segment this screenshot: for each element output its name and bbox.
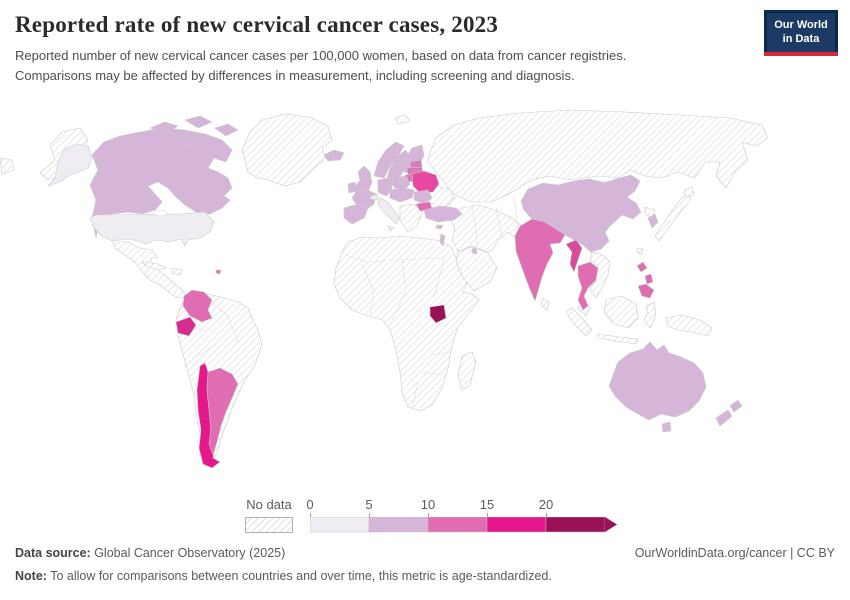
legend-segment-4[interactable]	[486, 517, 547, 533]
legend-segment-2[interactable]	[368, 517, 429, 533]
legend-colorbar-group: 0 5 10 15 20	[306, 497, 620, 533]
footer-note-text: To allow for comparisons between countri…	[46, 569, 552, 583]
country-new-zealand[interactable]	[715, 399, 743, 427]
country-japan-nodata[interactable]	[654, 193, 692, 242]
country-ecuador[interactable]	[175, 316, 197, 337]
legend-tick-mark	[546, 513, 547, 518]
no-data-swatch[interactable]	[245, 517, 293, 533]
country-canada-arctic-islands[interactable]	[149, 115, 239, 147]
country-madagascar-nodata[interactable]	[457, 351, 477, 391]
owid-logo-text: Our World in Data	[767, 13, 835, 52]
country-puerto-rico[interactable]	[215, 269, 222, 275]
legend-segment-3[interactable]	[427, 517, 488, 533]
country-myanmar[interactable]	[565, 239, 583, 273]
asia-internal-borders	[447, 183, 531, 247]
legend-no-data[interactable]: No data	[245, 497, 293, 533]
country-java-nodata[interactable]	[597, 333, 639, 345]
world-map-svg	[0, 109, 769, 469]
legend-tick-mark	[487, 513, 488, 518]
logo-line-1: Our World	[774, 19, 828, 31]
country-australia[interactable]	[608, 341, 707, 421]
owid-logo-red-bar	[764, 51, 838, 56]
footer-source-label: Data source:	[15, 546, 91, 560]
country-cyprus[interactable]	[435, 224, 444, 230]
country-iceland[interactable]	[323, 149, 345, 162]
chart-header: Reported rate of new cervical cancer cas…	[15, 12, 755, 85]
legend-tick-label-5: 5	[365, 497, 373, 512]
country-greenland-nodata[interactable]	[241, 113, 333, 187]
country-south-korea[interactable]	[647, 213, 659, 229]
country-poland[interactable]	[391, 175, 411, 191]
footer-note-label: Note:	[15, 569, 47, 583]
country-svalbard-nodata[interactable]	[394, 114, 411, 125]
legend-segment-5[interactable]	[545, 517, 606, 533]
country-usa[interactable]	[89, 211, 215, 247]
country-italy[interactable]	[377, 197, 401, 232]
footer: Data source: Global Cancer Observatory (…	[15, 546, 835, 560]
world-map	[0, 100, 850, 490]
country-taiwan-nodata[interactable]	[636, 247, 644, 256]
no-data-label: No data	[246, 497, 292, 512]
country-norway[interactable]	[373, 141, 405, 179]
country-spain-portugal[interactable]	[343, 203, 369, 225]
country-philippines[interactable]	[636, 261, 655, 299]
country-central-europe[interactable]	[389, 187, 415, 203]
region-russia-nodata[interactable]	[427, 109, 769, 203]
country-mexico-central-america-nodata[interactable]	[111, 239, 189, 299]
region-africa-nodata[interactable]	[333, 235, 480, 412]
footer-note: Note: To allow for comparisons between c…	[15, 569, 835, 583]
legend-tick-label-15: 15	[479, 497, 495, 512]
country-germany[interactable]	[377, 177, 393, 197]
country-romania[interactable]	[413, 189, 433, 205]
chart-subtitle: Reported number of new cervical cancer c…	[15, 46, 755, 85]
region-arabia-nodata[interactable]	[455, 246, 498, 292]
country-chukotka-wrap-nodata[interactable]	[0, 157, 15, 175]
country-uganda[interactable]	[429, 304, 447, 324]
country-hispaniola-nodata[interactable]	[171, 267, 183, 276]
footer-credit[interactable]: OurWorldinData.org/cancer | CC BY	[634, 546, 835, 560]
subtitle-line-1: Reported number of new cervical cancer c…	[15, 48, 627, 63]
country-switzerland[interactable]	[369, 193, 379, 201]
country-japan-hokkaido-nodata[interactable]	[683, 186, 695, 198]
country-thailand[interactable]	[577, 261, 599, 311]
country-new-guinea-nodata[interactable]	[665, 314, 713, 337]
country-sri-lanka-nodata[interactable]	[540, 297, 550, 311]
country-belarus[interactable]	[411, 170, 440, 194]
region-balkans-greece-nodata[interactable]	[399, 203, 423, 233]
page-title: Reported rate of new cervical cancer cas…	[15, 12, 499, 37]
legend-tick-label-10: 10	[420, 497, 436, 512]
owid-logo[interactable]: Our World in Data	[764, 10, 838, 56]
country-turkey[interactable]	[423, 205, 463, 223]
country-india[interactable]	[514, 218, 566, 302]
legend-tick-mark	[310, 513, 311, 518]
country-argentina[interactable]	[206, 367, 239, 456]
country-colombia[interactable]	[182, 289, 213, 323]
great-lakes	[152, 209, 168, 217]
footer-source: Data source: Global Cancer Observatory (…	[15, 546, 285, 560]
country-canada[interactable]	[89, 127, 233, 239]
legend-tick-mark	[369, 513, 370, 518]
subtitle-line-2: Comparisons may be affected by differenc…	[15, 67, 575, 83]
region-middle-east-nodata[interactable]	[447, 204, 529, 253]
region-indochina-nodata[interactable]	[589, 251, 611, 299]
legend-segment-1[interactable]	[310, 517, 370, 533]
legend-tick-label-0: 0	[306, 497, 314, 512]
country-qatar[interactable]	[471, 247, 478, 255]
country-alaska[interactable]	[47, 143, 93, 187]
logo-line-2: in Data	[782, 33, 820, 46]
country-borneo-nodata[interactable]	[603, 295, 639, 329]
legend-colorbar	[310, 517, 617, 533]
legend-tick-label-20: 20	[538, 497, 554, 512]
map-legend: No data 0 5 10 15 20	[245, 497, 620, 533]
africa-internal-borders	[344, 254, 451, 410]
country-sumatra-nodata[interactable]	[565, 307, 593, 337]
country-sulawesi-nodata[interactable]	[643, 301, 657, 329]
footer-source-text: Global Cancer Observatory (2025)	[90, 546, 286, 560]
legend-arrow	[605, 517, 617, 532]
country-israel[interactable]	[439, 233, 446, 247]
legend-tick-mark	[428, 513, 429, 518]
country-tasmania[interactable]	[661, 421, 672, 433]
country-cuba-nodata[interactable]	[141, 261, 167, 271]
